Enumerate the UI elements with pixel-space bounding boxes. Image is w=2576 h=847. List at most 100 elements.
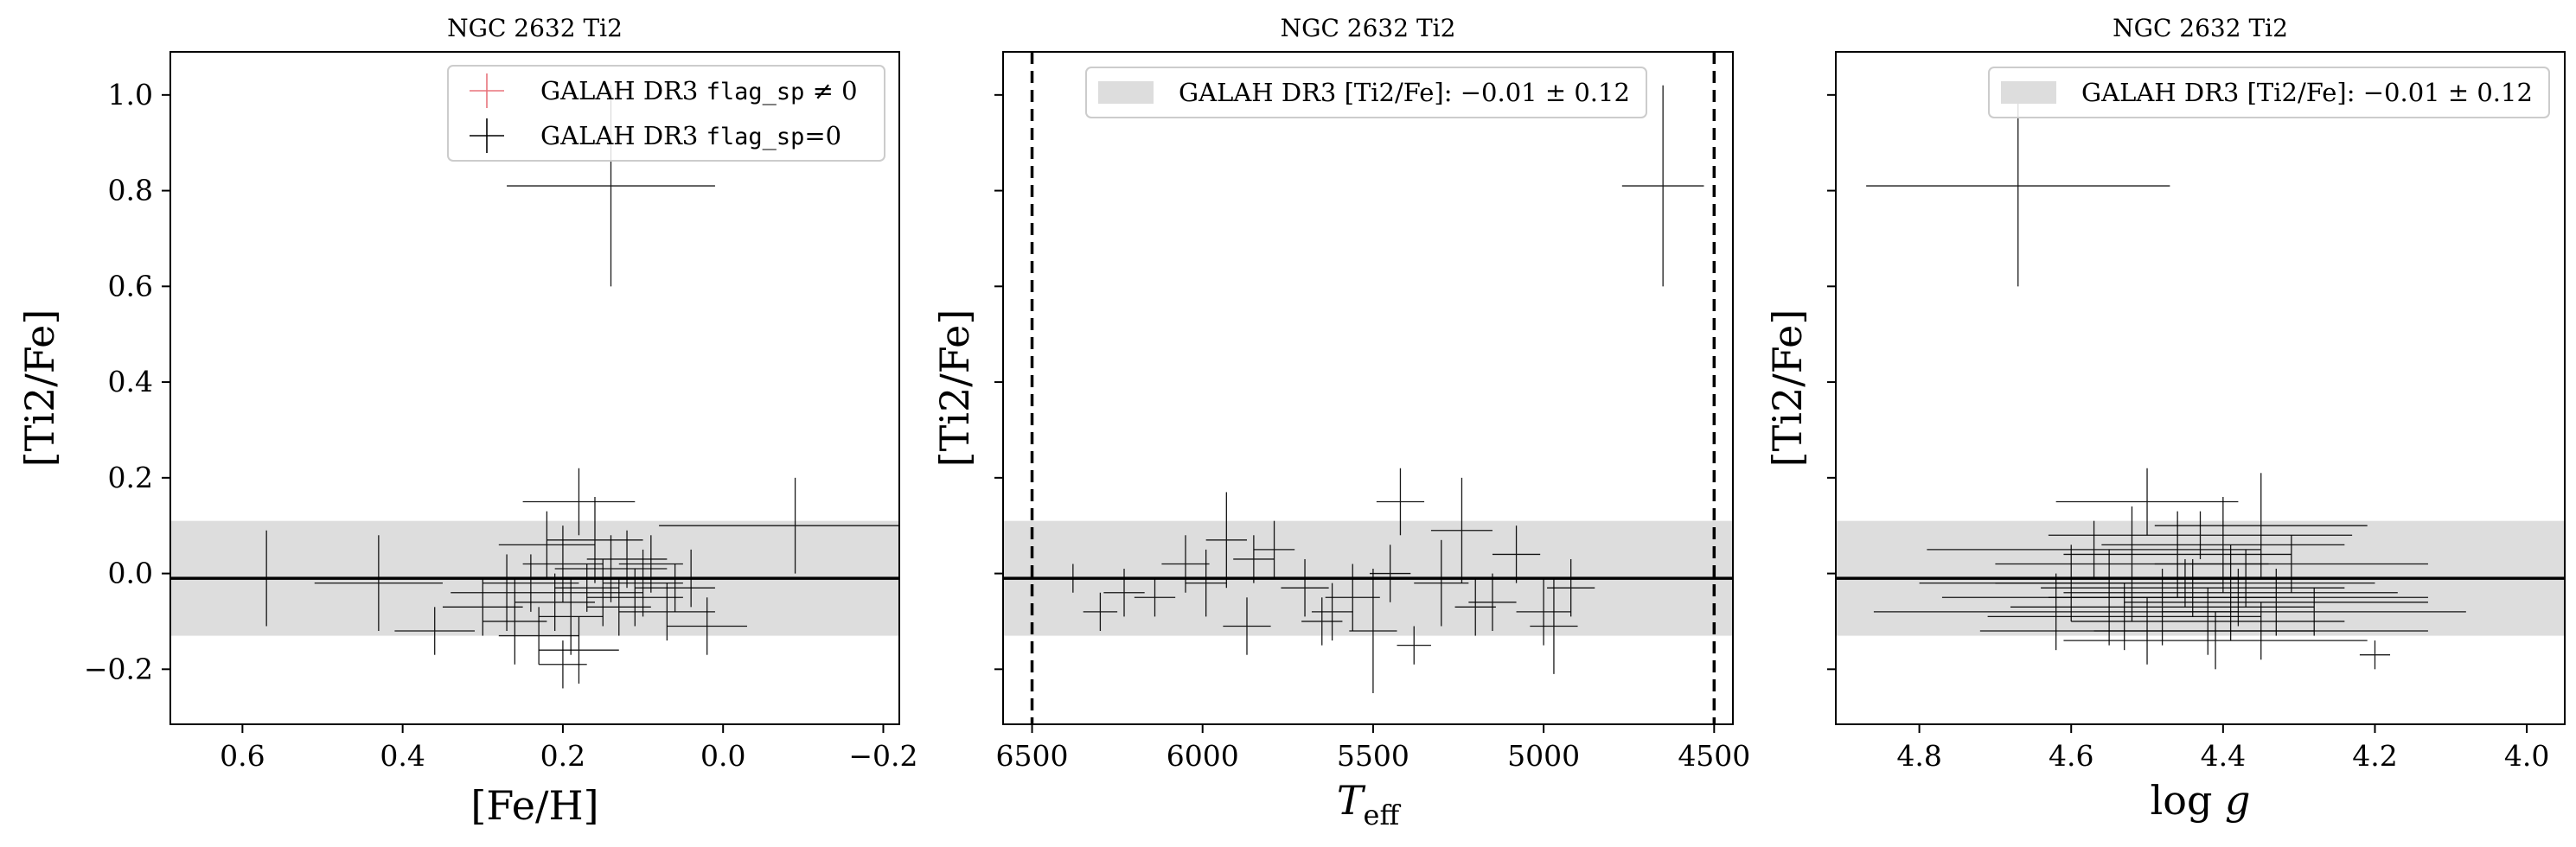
x-tick-label: 5000 [1507, 739, 1580, 773]
data-point [1995, 558, 2375, 608]
data-point [498, 511, 595, 579]
x-axis-label-sub: eff [1364, 799, 1402, 831]
x-tick-label: 0.2 [540, 739, 585, 773]
data-point [498, 607, 579, 665]
data-point [2063, 544, 2398, 641]
data-point [2071, 588, 2345, 655]
data-point [603, 549, 683, 617]
data-point [1281, 558, 1329, 617]
data-point [1311, 583, 1353, 641]
legend-label-pre: GALAH DR3 [540, 76, 706, 105]
data-point [2124, 569, 2428, 636]
data-point [1253, 520, 1295, 579]
data-point [2359, 640, 2391, 670]
plot-area [1003, 52, 1733, 724]
data-point [1186, 549, 1227, 617]
data-point [667, 597, 747, 655]
x-axis-label-italic: g [2225, 777, 2250, 824]
y-tick-label: 0.0 [108, 557, 153, 590]
legend-label: GALAH DR3 flag_sp ≠ 0 [540, 76, 858, 105]
data-point [1134, 578, 1176, 617]
data-point [1530, 578, 1578, 674]
data-point [2055, 468, 2239, 536]
data-point [522, 468, 636, 536]
y-tick-label: −0.2 [84, 652, 153, 685]
data-point [554, 564, 619, 612]
data-point [539, 640, 587, 689]
data-point [539, 578, 604, 655]
data-point [554, 535, 668, 602]
data-point [2010, 569, 2315, 646]
legend-entry: GALAH DR3 [Ti2/Fe]: −0.01 ± 0.12 [1098, 78, 1630, 107]
data-point [1205, 492, 1247, 589]
data-point [1397, 626, 1431, 665]
axes-frame [169, 51, 900, 725]
legend-label-post: =0 [804, 121, 841, 150]
x-axis-label-main: log [2151, 777, 2225, 824]
data-point [1052, 564, 1094, 593]
x-axis-label: [Fe/H] [470, 782, 598, 829]
axes-frame [1002, 51, 1734, 725]
legend-frame [1085, 67, 1647, 118]
data-point [1454, 578, 1496, 636]
data-point [659, 477, 899, 574]
y-tick-label: 0.4 [108, 365, 153, 398]
y-axis-label: [Ti2/Fe] [1764, 309, 1811, 468]
data-point [1369, 544, 1411, 602]
legend-label: GALAH DR3 [Ti2/Fe]: −0.01 ± 0.12 [2081, 78, 2533, 107]
panel-title: NGC 2632 Ti2 [2113, 14, 2288, 42]
legend-label-pre: GALAH DR3 [540, 121, 706, 150]
data-point [2101, 496, 2345, 593]
y-tick-label: 0.2 [108, 461, 153, 494]
panel-title: NGC 2632 Ti2 [1281, 14, 1456, 42]
x-tick-label: 4.4 [2201, 739, 2246, 773]
x-tick-label: 4.8 [1896, 739, 1941, 773]
data-point [1468, 573, 1517, 632]
legend: GALAH DR3 [Ti2/Fe]: −0.01 ± 0.12 [1988, 67, 2550, 118]
data-point [1547, 558, 1595, 617]
data-point [1083, 592, 1118, 632]
legend: GALAH DR3 [Ti2/Fe]: −0.01 ± 0.12 [1085, 67, 1647, 118]
legend-entry: GALAH DR3 flag_sp ≠ 0 [470, 73, 858, 108]
data-point [451, 554, 563, 632]
data-point [210, 530, 323, 627]
legend-label: GALAH DR3 flag_sp=0 [540, 121, 841, 150]
panel-teff: 6500 6000 5500 5000 4500 NGC 2632 Ti2 [Ti2/Fe]… [931, 14, 1750, 831]
x-tick-label: 4.2 [2352, 739, 2397, 773]
panel-feh: 0.6 0.4 0.2 0.0 −0.2 −0.2 0.0 0.2 0.4 0.6 0.8 1.0 NG… [16, 14, 918, 829]
x-tick-label: 0.0 [700, 739, 745, 773]
legend-label-code: flag_sp [706, 79, 805, 105]
data-point [515, 573, 595, 632]
y-tick-label: 0.8 [108, 174, 153, 207]
data-point [618, 583, 715, 641]
axes-frame [1835, 51, 2566, 725]
data-point [442, 578, 523, 636]
data-point [650, 549, 732, 608]
y-axis-label: [Ti2/Fe] [16, 309, 63, 468]
data-point [586, 530, 668, 589]
data-point [1414, 539, 1469, 627]
panel-logg: 4.8 4.6 4.4 4.2 4.0 NGC 2632 Ti2 [Ti2/Fe] log g… [1764, 14, 2566, 824]
data-point [1621, 85, 1704, 287]
legend-frame [1988, 67, 2550, 118]
data-point [2041, 558, 2345, 617]
data-point [522, 525, 604, 602]
legend-label: GALAH DR3 [Ti2/Fe]: −0.01 ± 0.12 [1179, 78, 1630, 107]
x-tick-label: 4.6 [2049, 739, 2093, 773]
data-point [2154, 473, 2368, 579]
x-axis-label-main: T [1337, 777, 1366, 824]
x-tick-label: 0.4 [380, 739, 425, 773]
y-tick-label: 0.6 [108, 269, 153, 302]
x-tick-label: 4.0 [2504, 739, 2549, 773]
x-axis-label: Teff [1337, 777, 1402, 831]
legend-label-code: flag_sp [706, 124, 805, 150]
data-point [2093, 602, 2428, 660]
x-tick-label: 0.6 [220, 739, 265, 773]
data-point [483, 578, 547, 665]
x-tick-label: −0.2 [848, 739, 917, 773]
data-point [2048, 511, 2353, 559]
data-point [1492, 525, 1541, 583]
data-point [1301, 597, 1343, 646]
